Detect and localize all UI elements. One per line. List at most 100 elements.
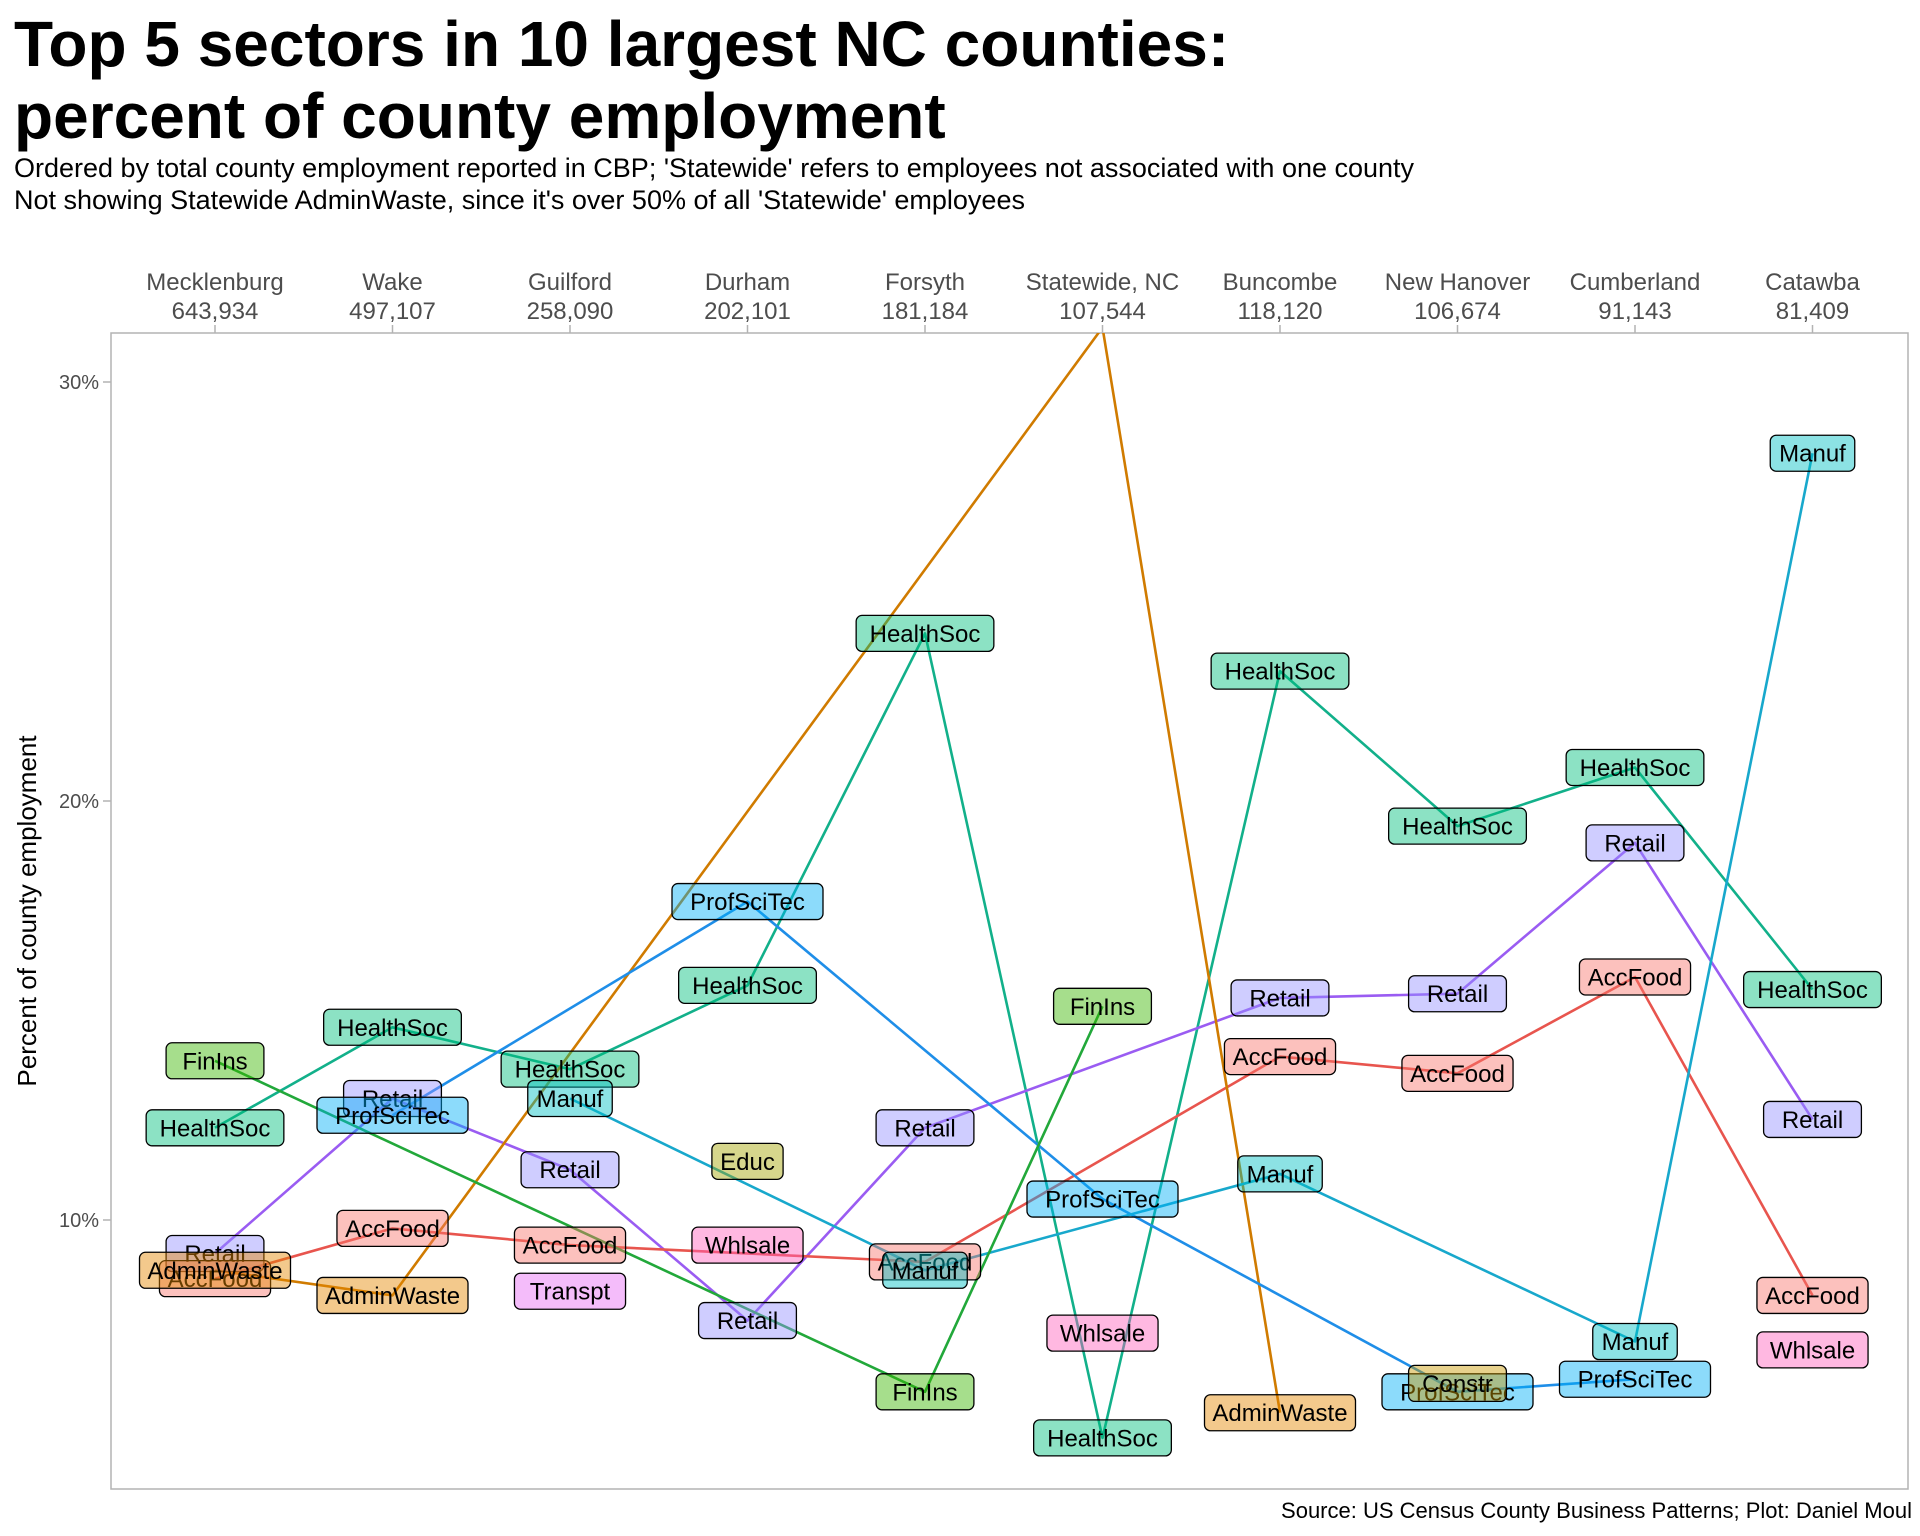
- point-label-retail: Retail: [1407, 975, 1508, 1013]
- point-label-text: Whlsale: [1770, 1337, 1855, 1364]
- point-label-box: [1203, 1394, 1357, 1432]
- point-label-healthsoc: HealthSoc: [1210, 652, 1350, 690]
- point-label-healthsoc: HealthSoc: [145, 1109, 285, 1147]
- county-name-label: Buncombe: [1223, 269, 1338, 296]
- point-label-text: Transpt: [530, 1279, 611, 1306]
- point-label-text: FinIns: [892, 1379, 957, 1406]
- point-label-whlsale: Whlsale: [1046, 1314, 1159, 1352]
- point-label-text: FinIns: [182, 1048, 247, 1075]
- chart-subtitle-line-1: Ordered by total county employment repor…: [14, 153, 1415, 183]
- point-label-manuf: Manuf: [1769, 434, 1856, 472]
- point-label-text: AccFood: [1410, 1061, 1505, 1088]
- point-label-educ: Educ: [711, 1142, 784, 1180]
- county-total-label: 181,184: [882, 298, 969, 325]
- chart-subtitle-line-2: Not showing Statewide AdminWaste, since …: [14, 185, 1025, 215]
- point-label-manuf: Manuf: [882, 1251, 968, 1289]
- point-label-text: Educ: [720, 1149, 775, 1176]
- point-label-box: [1585, 824, 1685, 862]
- county-name-label: Cumberland: [1570, 269, 1701, 296]
- point-label-text: HealthSoc: [515, 1057, 626, 1084]
- point-label-text: ProfSciTec: [335, 1103, 450, 1130]
- series-line-profscitec: [391, 900, 1636, 1394]
- point-label-healthsoc: HealthSoc: [500, 1050, 640, 1088]
- point-label-box: [1026, 1180, 1179, 1218]
- point-label-adminwaste: AdminWaste: [316, 1276, 469, 1315]
- point-label-manuf: Manuf: [527, 1079, 613, 1118]
- point-label-box: [855, 614, 995, 653]
- series-line-manuf: [569, 452, 1814, 1343]
- point-label-manuf: Manuf: [1237, 1155, 1323, 1193]
- point-label-retail: Retail: [697, 1301, 798, 1340]
- county-total-label: 91,143: [1598, 298, 1671, 325]
- point-label-text: HealthSoc: [1047, 1425, 1158, 1452]
- point-label-box: [1388, 807, 1528, 845]
- county-total-label: 497,107: [349, 298, 436, 325]
- point-label-finins: FinIns: [1052, 987, 1153, 1025]
- point-label-box: [1565, 748, 1705, 787]
- point-label-text: AccFood: [1765, 1283, 1860, 1310]
- county-name-label: New Hanover: [1385, 269, 1530, 296]
- point-label-box: [1230, 979, 1330, 1017]
- point-label-box: [875, 1109, 975, 1147]
- point-label-box: [1046, 1314, 1159, 1352]
- point-label-box: [678, 966, 818, 1005]
- point-label-text: ProfSciTec: [1045, 1187, 1160, 1214]
- series-line-finins: [214, 1005, 1104, 1394]
- point-label-box: [138, 1251, 292, 1289]
- point-label-box: [1033, 1419, 1173, 1457]
- point-label-retail: Retail: [520, 1151, 620, 1189]
- point-label-finins: FinIns: [875, 1373, 975, 1411]
- point-label-box: [1756, 1331, 1869, 1369]
- point-label-retail: Retail: [1585, 824, 1685, 862]
- point-label-text: Retail: [1427, 981, 1488, 1008]
- point-label-profscitec: ProfSciTec: [1026, 1180, 1179, 1218]
- point-label-box: [691, 1226, 804, 1264]
- point-label-box: [500, 1050, 640, 1088]
- county-total-label: 643,934: [172, 298, 259, 325]
- series-line-healthsoc: [214, 632, 1814, 1440]
- point-label-retail: Retail: [875, 1109, 975, 1147]
- point-label-box: [520, 1151, 620, 1189]
- point-label-profscitec: ProfSciTec: [671, 882, 824, 921]
- point-label-text: Retail: [717, 1308, 778, 1335]
- point-label-box: [875, 1373, 975, 1411]
- point-label-text: HealthSoc: [160, 1115, 271, 1142]
- point-label-accfood: AccFood: [336, 1209, 449, 1248]
- point-label-retail: Retail: [1762, 1100, 1863, 1139]
- point-label-box: [1578, 958, 1692, 996]
- point-label-accfood: AccFood: [1578, 958, 1692, 996]
- point-label-text: AccFood: [1588, 964, 1683, 991]
- point-label-text: AccFood: [523, 1233, 618, 1260]
- point-label-box: [336, 1209, 449, 1248]
- point-label-healthsoc: HealthSoc: [322, 1008, 462, 1046]
- point-label-whlsale: Whlsale: [691, 1226, 804, 1264]
- point-label-box: [527, 1079, 613, 1118]
- point-label-box: [1592, 1322, 1678, 1361]
- point-label-text: HealthSoc: [1580, 755, 1691, 782]
- point-label-box: [1743, 970, 1883, 1009]
- chart-title-line-2: percent of county employment: [14, 80, 946, 152]
- point-label-transpt: Transpt: [513, 1272, 627, 1310]
- county-name-label: Mecklenburg: [146, 269, 283, 296]
- point-label-text: Constr: [1422, 1371, 1493, 1398]
- point-label-box: [697, 1301, 798, 1340]
- point-label-box: [711, 1142, 784, 1180]
- point-label-healthsoc: HealthSoc: [855, 614, 995, 653]
- point-label-box: [1756, 1276, 1869, 1315]
- county-name-label: Durham: [705, 269, 790, 296]
- point-label-box: [1762, 1100, 1863, 1139]
- point-label-box: [671, 882, 824, 921]
- y-tick-label: 30%: [59, 372, 99, 394]
- chart-title: Top 5 sectors in 10 largest NC counties:…: [14, 8, 1229, 152]
- county-total-label: 81,409: [1776, 298, 1849, 325]
- point-label-retail: Retail: [1230, 979, 1330, 1017]
- point-label-box: [342, 1079, 443, 1118]
- point-label-box: [316, 1276, 469, 1315]
- chart-caption: Source: US Census County Business Patter…: [1281, 1498, 1912, 1523]
- point-label-box: [165, 1234, 265, 1273]
- point-label-text: ProfSciTec: [1578, 1367, 1693, 1394]
- county-total-label: 258,090: [527, 298, 614, 325]
- point-label-text: Retail: [1604, 830, 1665, 857]
